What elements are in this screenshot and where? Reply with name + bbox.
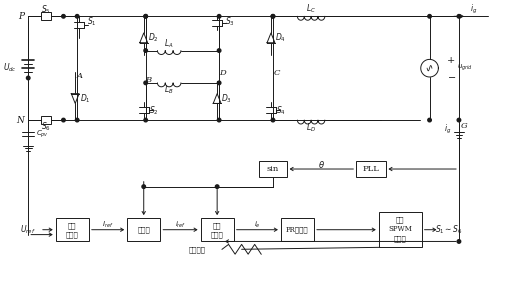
Circle shape [217, 81, 221, 85]
Text: P: P [18, 12, 24, 21]
Text: 电流: 电流 [213, 222, 221, 230]
Text: $D_1$: $D_1$ [79, 92, 90, 105]
Text: 加法器: 加法器 [66, 231, 78, 239]
Circle shape [75, 118, 79, 122]
Text: +: + [447, 56, 455, 65]
Text: $S_1$: $S_1$ [87, 16, 96, 28]
Text: 乘法器: 乘法器 [137, 226, 150, 234]
Text: $i_g$: $i_g$ [444, 123, 451, 136]
Text: B: B [146, 76, 152, 84]
Text: $\theta$: $\theta$ [318, 158, 325, 169]
Text: 电压: 电压 [68, 222, 76, 230]
Text: 倍频: 倍频 [396, 215, 405, 223]
Text: $S_4$: $S_4$ [276, 104, 286, 116]
Bar [356, 161, 385, 177]
Text: G: G [460, 122, 467, 130]
Text: PR控制器: PR控制器 [286, 226, 309, 234]
Circle shape [26, 76, 30, 80]
Circle shape [144, 81, 148, 85]
Circle shape [142, 185, 146, 188]
Text: $S_1{\sim}S_6$: $S_1{\sim}S_6$ [435, 223, 463, 236]
Circle shape [271, 118, 275, 122]
Circle shape [217, 15, 221, 18]
Text: $L_D$: $L_D$ [306, 122, 316, 134]
Text: $I_{ref}$: $I_{ref}$ [102, 220, 114, 230]
Text: D: D [219, 69, 225, 77]
Text: $u_{grid}$: $u_{grid}$ [457, 63, 473, 73]
Text: N: N [17, 116, 24, 125]
Text: $i_{ref}$: $i_{ref}$ [175, 220, 186, 230]
Text: A: A [77, 72, 83, 80]
Text: PLL: PLL [362, 165, 379, 173]
Text: $S_3$: $S_3$ [225, 16, 235, 28]
Text: $U_{dc}$: $U_{dc}$ [3, 62, 17, 74]
Circle shape [271, 15, 275, 18]
Text: $S_5$: $S_5$ [41, 3, 51, 16]
Bar [41, 12, 51, 20]
Text: sin: sin [267, 165, 279, 173]
Bar [379, 212, 422, 247]
Text: $i_g$: $i_g$ [470, 3, 477, 16]
Text: 调制器: 调制器 [394, 235, 407, 243]
Text: $L_B$: $L_B$ [165, 83, 174, 96]
Text: C: C [273, 69, 280, 77]
Circle shape [144, 49, 148, 52]
Circle shape [62, 15, 65, 18]
Text: $D_2$: $D_2$ [148, 32, 159, 44]
Text: $D_4$: $D_4$ [276, 32, 286, 44]
Text: $C_{pv}$: $C_{pv}$ [36, 128, 49, 140]
Circle shape [215, 185, 219, 188]
Text: $D_3$: $D_3$ [221, 92, 232, 105]
Circle shape [457, 118, 461, 122]
Text: $S_2$: $S_2$ [149, 104, 158, 116]
Circle shape [144, 15, 148, 18]
Circle shape [217, 49, 221, 52]
Circle shape [457, 240, 461, 243]
Bar [41, 116, 51, 124]
Text: 三角载波: 三角载波 [189, 245, 206, 253]
Circle shape [271, 15, 275, 18]
Text: $L_C$: $L_C$ [306, 2, 316, 15]
Circle shape [62, 118, 65, 122]
Text: $U_{ref}$: $U_{ref}$ [21, 223, 36, 236]
Circle shape [217, 118, 221, 122]
Bar [259, 161, 287, 177]
Circle shape [457, 15, 461, 18]
Circle shape [144, 15, 148, 18]
Text: $S_6$: $S_6$ [41, 121, 51, 133]
Bar [281, 218, 314, 241]
Bar [127, 218, 160, 241]
Circle shape [75, 15, 79, 18]
Text: $i_e$: $i_e$ [254, 220, 261, 230]
Bar [201, 218, 234, 241]
Text: SPWM: SPWM [388, 225, 412, 233]
Circle shape [428, 118, 431, 122]
Circle shape [144, 118, 148, 122]
Text: 加法器: 加法器 [211, 231, 223, 239]
Text: $L_A$: $L_A$ [165, 38, 174, 50]
Circle shape [428, 15, 431, 18]
Text: $-$: $-$ [446, 72, 456, 81]
Bar [56, 218, 89, 241]
